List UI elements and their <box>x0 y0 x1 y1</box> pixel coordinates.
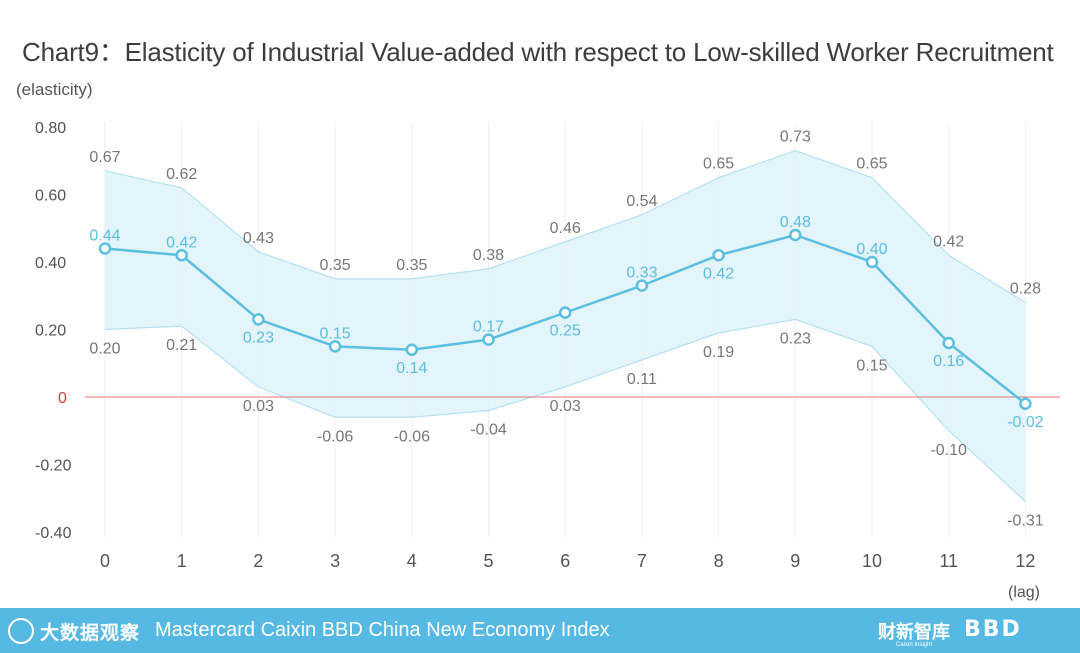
lower-bound-label: 0.21 <box>166 337 197 354</box>
caixin-insight-logo: 财新智库 Caixin Insight <box>878 618 950 648</box>
y-tick-label-0: 0 <box>58 390 67 407</box>
x-tick-label-10: 10 <box>862 551 882 571</box>
estimate-label: 0.48 <box>780 214 811 231</box>
y-tick-label--0.20: -0.20 <box>35 458 72 475</box>
lower-bound-label: 0.03 <box>550 398 581 415</box>
y-tick-label-0.40: 0.40 <box>35 255 66 272</box>
upper-bound-label: 0.38 <box>473 247 504 264</box>
upper-bound-label: 0.67 <box>89 149 120 166</box>
y-tick-label-0.20: 0.20 <box>35 323 66 340</box>
upper-bound-label: 0.62 <box>166 166 197 183</box>
index-name: Mastercard Caixin BBD China New Economy … <box>155 619 610 641</box>
estimate-point <box>405 343 419 356</box>
estimate-point <box>558 306 572 319</box>
estimate-point <box>252 313 265 326</box>
estimate-point <box>98 242 112 255</box>
estimate-label: 0.44 <box>89 228 120 245</box>
estimate-point <box>482 333 495 346</box>
lower-bound-label: -0.10 <box>930 442 967 459</box>
upper-bound-label: 0.54 <box>626 193 657 210</box>
x-tick-label-9: 9 <box>790 551 800 571</box>
y-tick-label-0.80: 0.80 <box>35 120 66 137</box>
x-tick-label-0: 0 <box>100 551 110 571</box>
estimate-label: 0.14 <box>396 360 427 377</box>
x-tick-label-1: 1 <box>177 551 187 571</box>
upper-bound-label: 0.28 <box>1010 281 1041 298</box>
x-tick-label-6: 6 <box>560 551 570 571</box>
x-tick-label-3: 3 <box>330 551 340 571</box>
estimate-label: 0.42 <box>166 234 197 251</box>
estimate-point <box>1019 397 1032 410</box>
lower-bound-label: -0.06 <box>394 428 431 445</box>
estimate-label: 0.23 <box>243 329 274 346</box>
upper-bound-label: 0.65 <box>856 156 887 173</box>
estimate-point <box>789 228 802 242</box>
estimate-label: 0.40 <box>856 241 887 258</box>
lower-bound-label: 0.15 <box>856 357 887 374</box>
y-tick-label-0.60: 0.60 <box>35 188 66 205</box>
upper-bound-label: 0.42 <box>933 233 964 250</box>
lower-bound-label: -0.31 <box>1007 513 1044 530</box>
upper-bound-label: 0.43 <box>243 230 274 247</box>
x-tick-label-4: 4 <box>407 551 417 571</box>
big-data-observation-logo: 大数据观察 <box>8 616 140 646</box>
x-tick-label-2: 2 <box>253 551 263 571</box>
estimate-label: 0.15 <box>320 325 351 342</box>
lower-bound-label: 0.03 <box>243 398 274 415</box>
lower-bound-label: 0.23 <box>780 330 811 347</box>
estimate-point <box>328 340 342 353</box>
lower-bound-label: 0.19 <box>703 344 734 361</box>
x-tick-label-8: 8 <box>714 551 724 571</box>
x-tick-label-11: 11 <box>939 551 958 571</box>
lower-bound-label: 0.20 <box>89 341 120 358</box>
estimate-point <box>635 279 649 292</box>
estimate-point <box>942 336 955 350</box>
x-axis-label: (lag) <box>1008 584 1040 601</box>
estimate-label: 0.42 <box>703 265 734 282</box>
y-axis-unit-label: (elasticity) <box>16 80 93 99</box>
estimate-label: 0.17 <box>473 319 504 336</box>
caixin-logo-text: 财新智库 <box>878 622 950 642</box>
estimate-label: 0.33 <box>626 265 657 282</box>
upper-bound-label: 0.65 <box>703 156 734 173</box>
estimate-point <box>175 249 188 262</box>
estimate-point <box>865 255 879 269</box>
y-tick-label--0.40: -0.40 <box>35 525 72 542</box>
bbd-logo: BBD <box>964 617 1022 642</box>
lower-bound-label: 0.11 <box>627 371 657 388</box>
upper-bound-label: 0.73 <box>780 129 811 146</box>
x-tick-label-5: 5 <box>483 551 493 571</box>
chart-title: Chart9：Elasticity of Industrial Value-ad… <box>22 37 1054 67</box>
upper-bound-label: 0.35 <box>320 257 351 274</box>
estimate-label: -0.02 <box>1007 414 1044 431</box>
x-tick-label-7: 7 <box>637 551 647 571</box>
logo-glyph-icon <box>8 618 34 644</box>
x-tick-label-12: 12 <box>1015 551 1035 571</box>
caixin-logo-subtext: Caixin Insight <box>895 642 933 648</box>
estimate-label: 0.25 <box>550 323 581 340</box>
big-data-logo-text: 大数据观察 <box>40 622 141 644</box>
upper-bound-line <box>104 149 1026 304</box>
estimate-label: 0.16 <box>933 353 964 370</box>
lower-bound-label: -0.06 <box>317 428 354 445</box>
lower-bound-label: -0.04 <box>470 422 507 439</box>
lower-bound-line <box>104 318 1026 503</box>
footer-banner: 大数据观察 Mastercard Caixin BBD China New Ec… <box>0 608 1080 653</box>
upper-bound-label: 0.46 <box>550 220 581 237</box>
upper-bound-label: 0.35 <box>396 257 427 274</box>
estimate-point <box>712 249 725 262</box>
